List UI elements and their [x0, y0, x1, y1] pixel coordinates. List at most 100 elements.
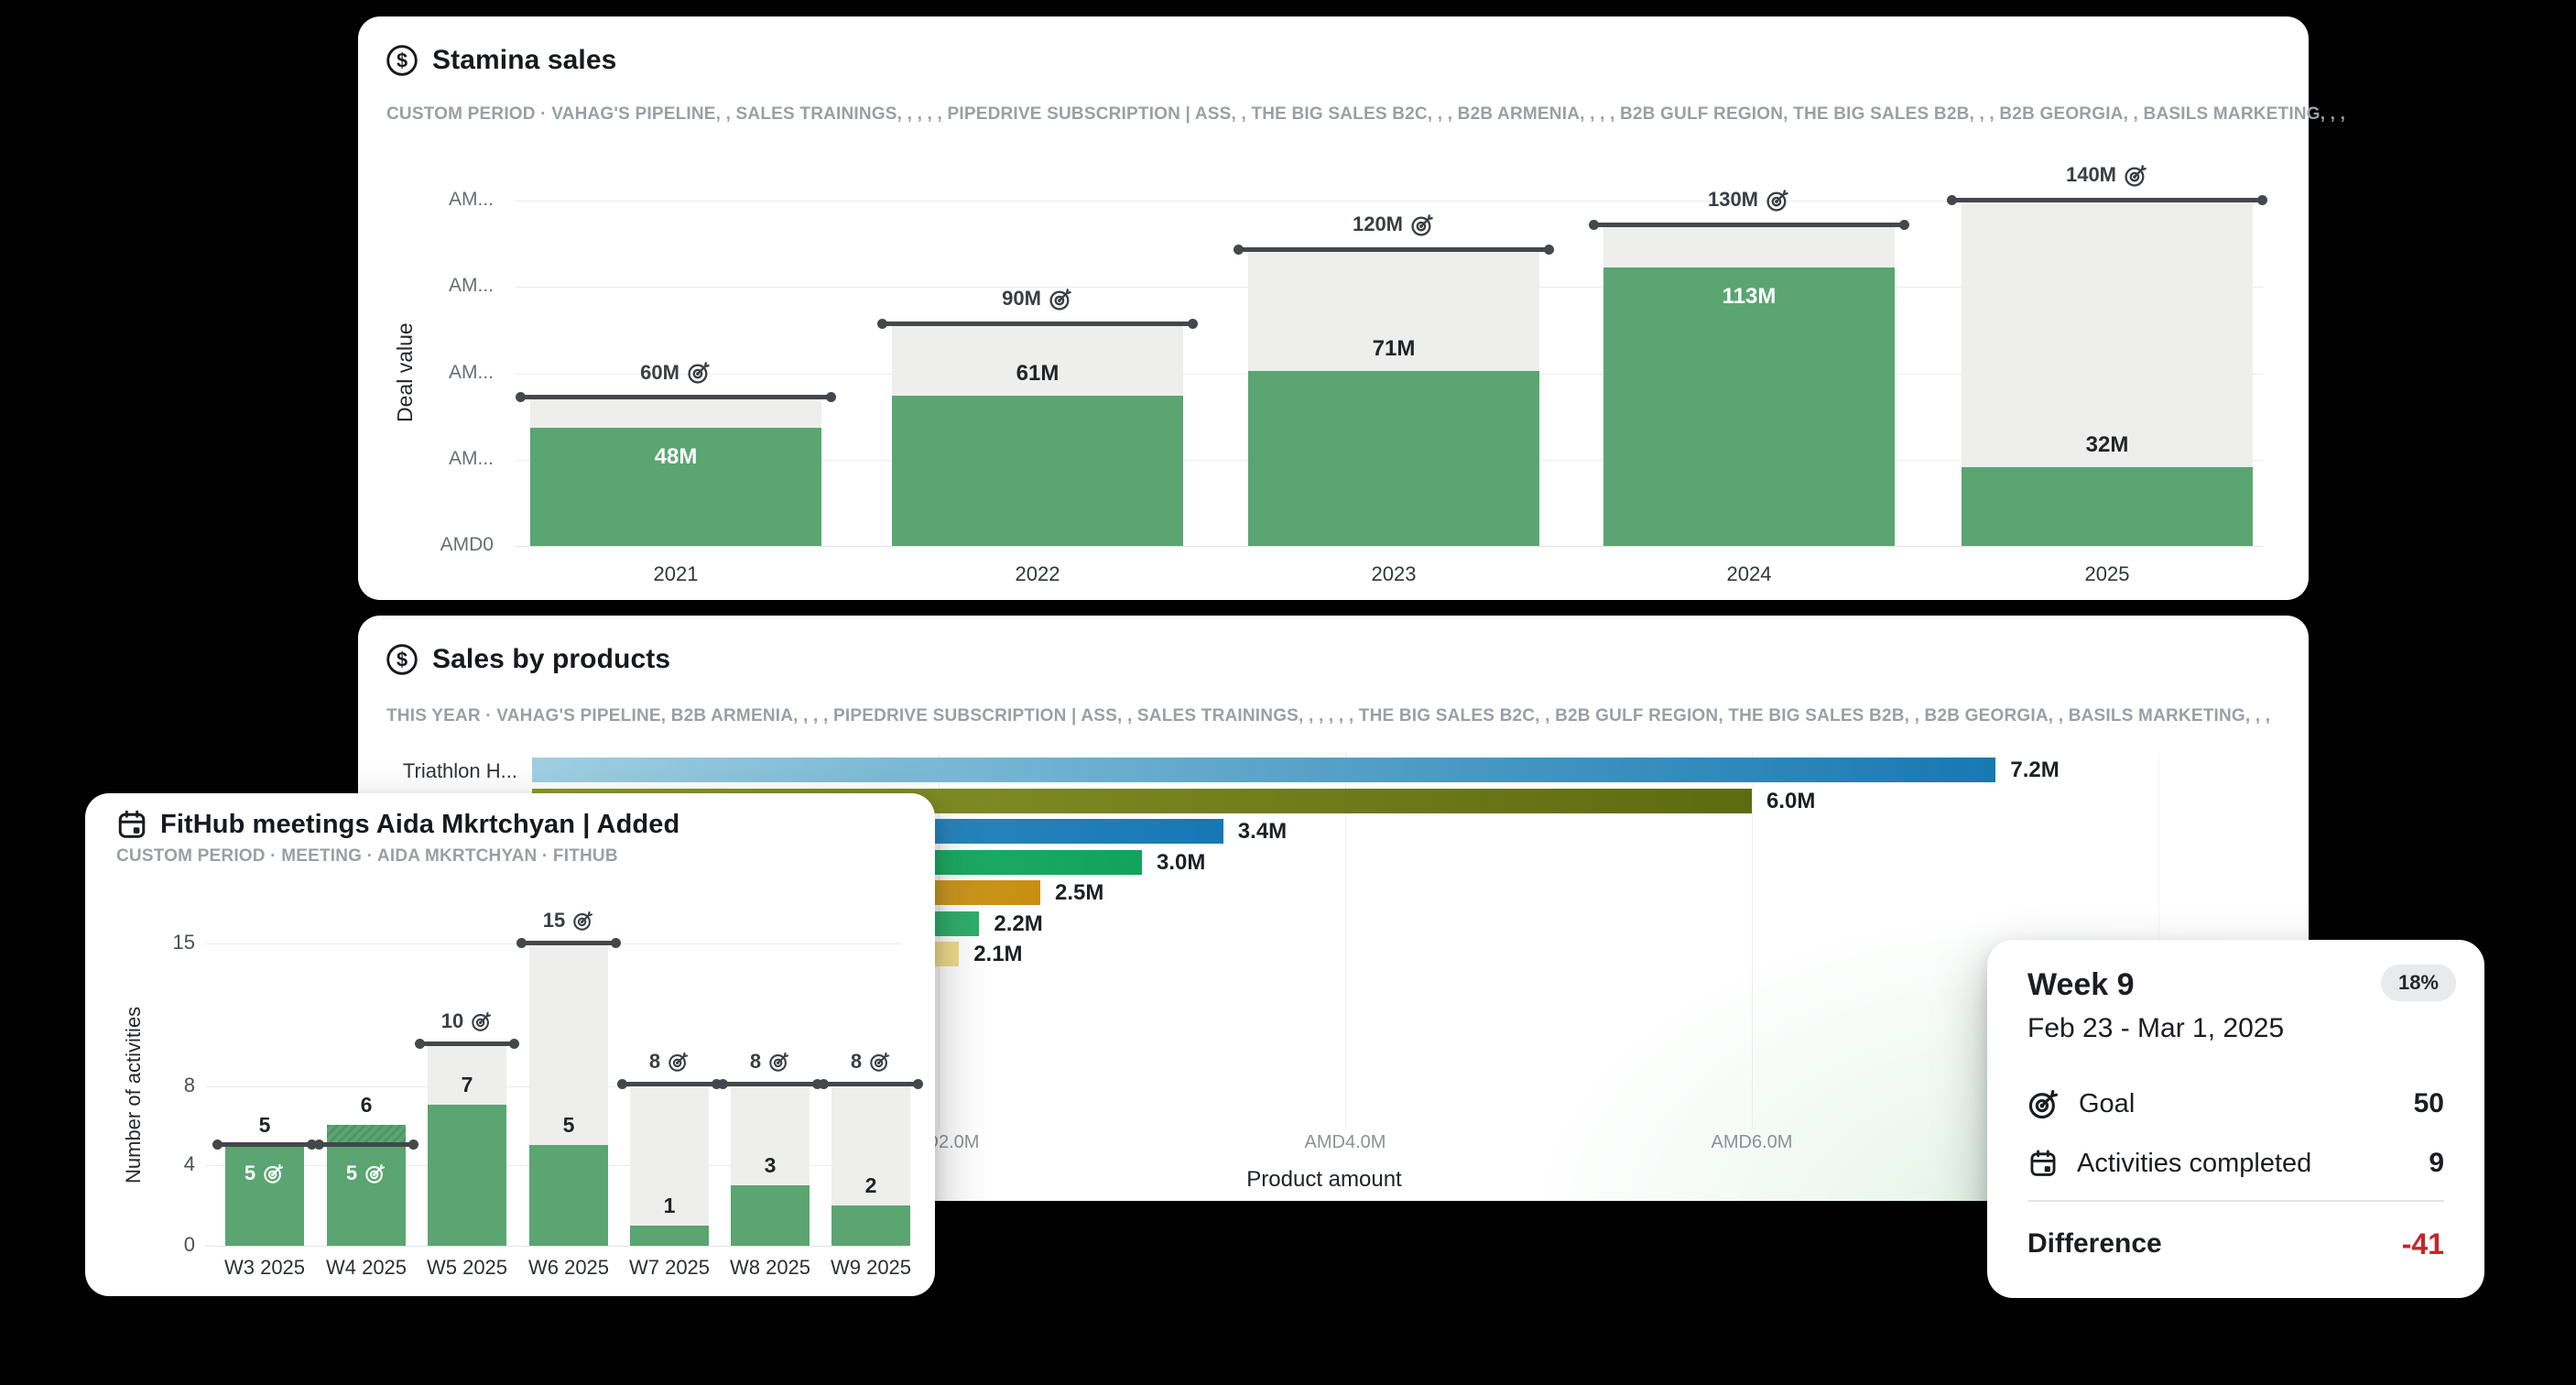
x-axis-tick-label: AMD4.0M — [1304, 1132, 1386, 1152]
value-label: 1 — [663, 1194, 676, 1217]
x-axis-category-label: W8 2025 — [729, 1256, 811, 1279]
gridline — [939, 753, 940, 1129]
activities-bar[interactable] — [529, 1145, 608, 1246]
deal-value-bar[interactable] — [1248, 370, 1539, 546]
goal-line — [617, 1079, 722, 1089]
value-label: 48M — [654, 443, 698, 469]
card-subtitle: THIS YEAR · VAHAG'S PIPELINE, B2B ARMENI… — [386, 706, 2271, 725]
target-icon — [2125, 165, 2147, 187]
x-axis-category-label: W7 2025 — [628, 1256, 711, 1279]
stamina-sales-chart: AM... AM... AM... AM... AMD0 Deal value 60M 48M… — [358, 16, 2309, 600]
x-axis-category-label: W4 2025 — [325, 1256, 408, 1279]
target-icon — [1766, 190, 1788, 212]
deal-value-bar[interactable] — [1603, 267, 1895, 546]
goal-label: 5 — [309, 1161, 424, 1185]
target-icon — [1411, 214, 1433, 236]
x-axis-category-label: 2022 — [1015, 562, 1060, 585]
difference-row: Difference -41 — [2027, 1224, 2444, 1264]
value-label: 61M — [1016, 360, 1060, 386]
product-value-label: 2.1M — [973, 942, 1023, 966]
product-value-label: 7.2M — [2010, 758, 2060, 782]
target-icon — [2028, 1089, 2059, 1119]
goal-label: 8 — [804, 1050, 938, 1074]
week-title: Week 9 — [2027, 967, 2135, 1002]
card-header: $ Stamina sales — [386, 44, 616, 77]
value-label: 3 — [764, 1153, 777, 1177]
gridline — [1752, 753, 1753, 1129]
gridline — [516, 201, 2263, 202]
target-icon — [365, 1163, 386, 1183]
goal-line — [516, 938, 621, 948]
activities-bar[interactable] — [731, 1185, 810, 1246]
y-axis-tick-label: 4 — [183, 1152, 195, 1175]
dollar-circle-icon: $ — [386, 45, 418, 76]
product-value-label: 6.0M — [1766, 788, 1816, 813]
x-axis-tick-label: AMD6.0M — [1711, 1132, 1793, 1152]
deal-value-bar[interactable] — [1962, 466, 2253, 546]
target-icon — [264, 1163, 284, 1183]
goal-line — [516, 392, 836, 403]
goal-line — [212, 1140, 317, 1150]
x-axis-category-label: 2025 — [2084, 562, 2130, 585]
x-axis-category-label: W3 2025 — [223, 1256, 306, 1279]
goal-label: 120M — [1212, 213, 1576, 237]
calendar-icon — [2030, 1150, 2056, 1176]
gridline — [206, 1246, 902, 1247]
product-value-label: 2.2M — [994, 911, 1043, 936]
goal-line — [1947, 194, 2267, 205]
product-value-label: 3.0M — [1157, 849, 1206, 875]
x-axis-category-label: W9 2025 — [830, 1256, 912, 1279]
target-icon — [668, 1052, 689, 1072]
goal-line — [314, 1140, 418, 1150]
value-label: 71M — [1372, 335, 1416, 361]
value-label: 5 — [562, 1113, 575, 1137]
goal-line — [415, 1039, 519, 1049]
goal-label: 15 — [502, 909, 636, 932]
card-header: $ Sales by products — [386, 643, 670, 676]
x-axis-category-label: W6 2025 — [527, 1256, 610, 1279]
stamina-sales-card: $ Stamina sales CUSTOM PERIOD · VAHAG'S … — [358, 16, 2345, 600]
dollar-circle-icon: $ — [386, 644, 418, 675]
goal-row: Goal 50 — [2027, 1084, 2444, 1124]
x-axis-category-label: 2023 — [1371, 562, 1417, 585]
target-icon — [1049, 288, 1071, 311]
product-bar[interactable] — [532, 758, 1996, 782]
y-axis-tick-label: AM... — [448, 448, 494, 469]
goal-line — [718, 1079, 822, 1089]
y-axis-tick-label: AM... — [448, 275, 494, 296]
svg-text:$: $ — [397, 649, 408, 671]
y-axis-tick-label: 8 — [183, 1074, 195, 1096]
activities-row: Activities completed 9 — [2027, 1143, 2444, 1183]
calendar-icon — [2027, 1148, 2059, 1179]
calendar-icon — [118, 810, 146, 838]
y-axis-title: Number of activities — [122, 1006, 145, 1183]
deal-value-bar[interactable] — [892, 395, 1183, 546]
product-value-label: 2.5M — [1055, 880, 1104, 905]
goal-label: 5 — [207, 1161, 322, 1185]
goal-value: 50 — [2413, 1088, 2444, 1118]
goal-label: 60M — [494, 360, 858, 385]
week-summary-card: Week 9 18% Feb 23 - Mar 1, 2025 Goal 50 … — [1987, 940, 2484, 1298]
target-icon — [2027, 1087, 2060, 1120]
target-icon — [472, 1011, 492, 1031]
target-icon — [688, 362, 710, 385]
value-label: 32M — [2085, 431, 2129, 457]
activities-bar[interactable] — [630, 1226, 709, 1246]
activities-bar[interactable] — [428, 1105, 506, 1246]
target-icon — [573, 911, 593, 931]
value-label: 113M — [1722, 283, 1777, 309]
product-value-label: 3.4M — [1237, 819, 1288, 844]
divider — [2027, 1200, 2444, 1202]
goal-label: 140M — [1925, 163, 2289, 188]
activities-bar[interactable] — [225, 1145, 304, 1246]
difference-value: -41 — [2401, 1227, 2444, 1260]
calendar-icon — [115, 808, 148, 841]
goal-label: 8 — [603, 1050, 736, 1074]
x-axis-category-label: 2024 — [1726, 562, 1772, 585]
activities-bar[interactable] — [831, 1205, 910, 1246]
goal-remainder-bar[interactable] — [630, 1085, 709, 1246]
dollar-circle-icon: $ — [386, 643, 418, 676]
deal-value-bar[interactable] — [530, 427, 821, 546]
goal-line — [1234, 244, 1554, 255]
